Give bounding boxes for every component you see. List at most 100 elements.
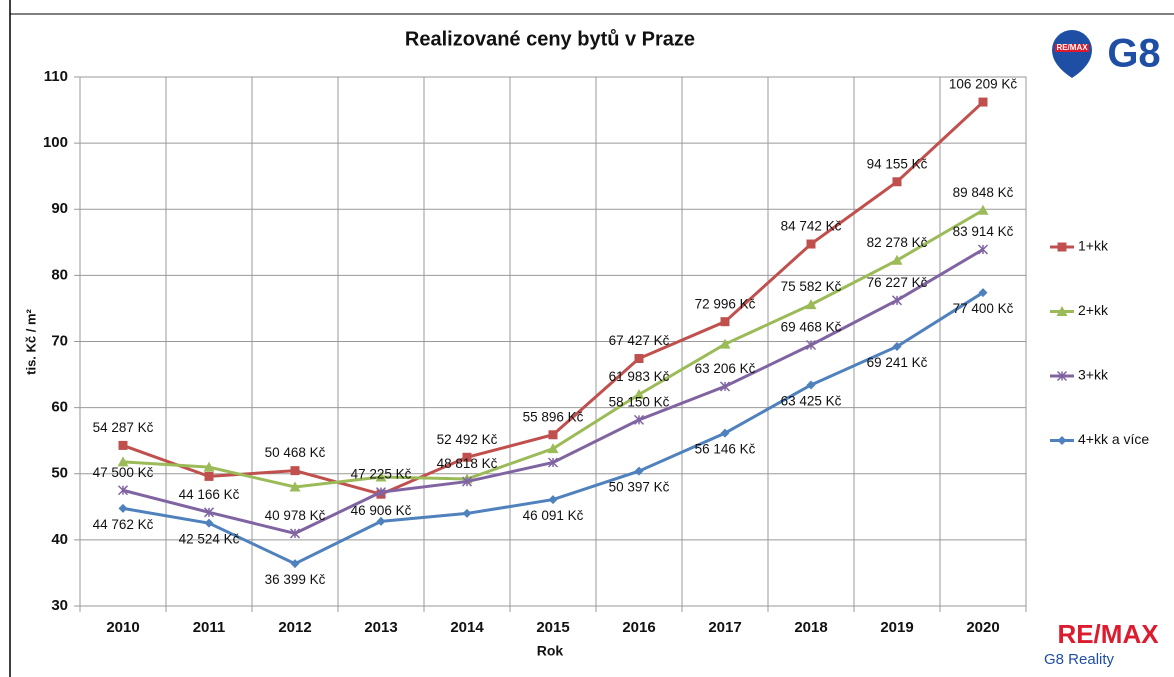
logo-text: G8 Reality [1044, 651, 1115, 668]
marker [1057, 436, 1067, 445]
marker [720, 317, 730, 327]
marker [117, 485, 129, 496]
data-label: 84 742 Kč [781, 219, 842, 234]
marker [806, 380, 816, 390]
legend-label: 3+kk [1078, 367, 1109, 383]
marker [376, 516, 386, 526]
marker [719, 338, 731, 349]
data-label: 69 468 Kč [781, 320, 842, 335]
y-tick-label: 40 [51, 531, 68, 548]
marker [117, 456, 129, 467]
data-label: 44 762 Kč [93, 517, 154, 532]
y-tick-label: 60 [51, 399, 68, 416]
marker [547, 443, 559, 454]
data-label: 67 427 Kč [609, 333, 670, 348]
data-label: 46 906 Kč [351, 503, 412, 518]
marker [892, 342, 902, 352]
y-tick-label: 100 [43, 134, 68, 151]
data-label: 89 848 Kč [953, 185, 1014, 200]
x-axis-label: Rok [537, 643, 564, 659]
balloon-stripe [1055, 44, 1089, 52]
marker [118, 503, 128, 513]
marker [547, 457, 559, 468]
x-tick-label: 2012 [278, 619, 311, 636]
marker [548, 495, 558, 505]
marker [462, 508, 472, 518]
marker [375, 471, 387, 482]
chart-title: Realizované ceny bytů v Praze [405, 28, 695, 50]
x-tick-label: 2014 [450, 619, 484, 636]
marker [203, 461, 215, 472]
marker [806, 239, 816, 249]
x-tick-label: 2010 [106, 619, 139, 636]
marker [461, 476, 473, 487]
marker [548, 430, 558, 440]
marker [977, 204, 989, 215]
data-label: 55 896 Kč [523, 409, 584, 424]
data-label: 46 091 Kč [523, 508, 584, 523]
marker [462, 452, 472, 462]
legend-label: 4+kk a více [1078, 431, 1149, 447]
balloon [1052, 30, 1092, 78]
marker [719, 381, 731, 392]
data-label: 36 399 Kč [265, 572, 326, 587]
marker [634, 466, 644, 476]
marker [633, 414, 645, 425]
y-tick-label: 30 [51, 597, 68, 614]
x-tick-label: 2013 [364, 619, 397, 636]
logo-top: RE/MAX G8 [1052, 30, 1161, 78]
data-label: 48 818 Kč [437, 456, 498, 471]
data-label: 106 209 Kč [949, 77, 1018, 92]
marker [289, 481, 301, 492]
y-tick-label: 70 [51, 332, 68, 349]
marker [1056, 306, 1068, 316]
y-tick-label: 110 [44, 68, 68, 85]
data-label: 52 492 Kč [437, 432, 498, 447]
data-label: 77 400 Kč [953, 301, 1014, 316]
data-label: 47 225 Kč [351, 467, 412, 482]
marker [978, 288, 988, 298]
x-tick-label: 2015 [536, 619, 569, 636]
y-tick-label: 50 [51, 465, 68, 482]
data-label: 56 146 Kč [695, 442, 756, 457]
marker [204, 471, 214, 481]
marker [977, 244, 989, 255]
data-label: 61 983 Kč [609, 369, 670, 384]
data-label: 58 150 Kč [609, 394, 670, 409]
marker [289, 528, 301, 539]
data-label: 50 468 Kč [265, 445, 326, 460]
marker [204, 518, 214, 528]
x-tick-label: 2020 [966, 619, 999, 636]
marker [290, 559, 300, 569]
logo-text: RE/MAX [1056, 43, 1088, 52]
legend-label: 1+kk [1078, 238, 1109, 254]
data-label: 42 524 Kč [179, 532, 240, 547]
x-tick-label: 2017 [708, 619, 741, 636]
logo-text: G8 [1107, 32, 1160, 76]
logo-text: RE/MAX [1057, 619, 1159, 649]
marker [892, 177, 902, 187]
data-label: 40 978 Kč [265, 508, 326, 523]
y-tick-label: 90 [51, 200, 68, 217]
data-label: 83 914 Kč [953, 224, 1014, 239]
marker [375, 487, 387, 498]
x-tick-label: 2019 [880, 619, 913, 636]
data-label: 72 996 Kč [695, 296, 756, 311]
marker [290, 466, 300, 476]
marker [720, 428, 730, 438]
data-label: 94 155 Kč [867, 156, 928, 171]
data-label: 76 227 Kč [867, 275, 928, 290]
x-tick-label: 2018 [794, 619, 827, 636]
data-label: 69 241 Kč [867, 355, 928, 370]
marker [891, 254, 903, 265]
data-label: 44 166 Kč [179, 487, 240, 502]
x-tick-label: 2011 [193, 619, 226, 636]
data-label: 54 287 Kč [93, 420, 154, 435]
marker [805, 339, 817, 351]
marker [978, 97, 988, 107]
marker [1056, 370, 1068, 382]
marker [1057, 242, 1067, 252]
data-label: 82 278 Kč [867, 235, 928, 250]
marker [805, 299, 817, 310]
